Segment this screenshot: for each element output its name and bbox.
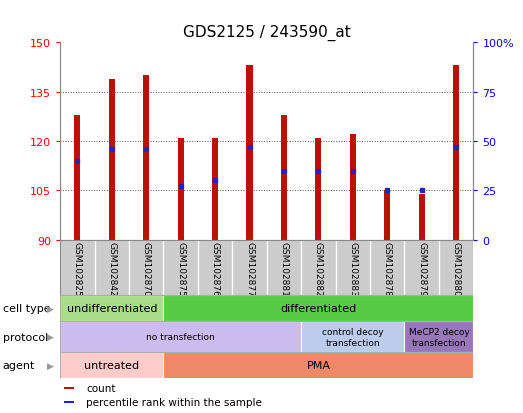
- Bar: [267, 240, 301, 296]
- Bar: [315, 138, 322, 240]
- Bar: [418, 194, 425, 240]
- Text: GSM102877: GSM102877: [245, 242, 254, 297]
- Text: no transfection: no transfection: [146, 332, 215, 341]
- Bar: [60, 352, 163, 378]
- Text: GSM102870: GSM102870: [142, 242, 151, 297]
- Bar: [198, 240, 232, 296]
- Text: GSM102825: GSM102825: [73, 242, 82, 296]
- Bar: [74, 116, 81, 240]
- Bar: [212, 138, 218, 240]
- Bar: [60, 240, 95, 296]
- Text: GSM102882: GSM102882: [314, 242, 323, 296]
- Text: GSM102875: GSM102875: [176, 242, 185, 297]
- Bar: [404, 240, 439, 296]
- Text: percentile rank within the sample: percentile rank within the sample: [86, 397, 263, 408]
- Title: GDS2125 / 243590_at: GDS2125 / 243590_at: [183, 24, 350, 40]
- Text: MeCP2 decoy
transfection: MeCP2 decoy transfection: [408, 327, 469, 347]
- Bar: [384, 191, 390, 240]
- Bar: [404, 321, 473, 352]
- Text: GSM102880: GSM102880: [451, 242, 461, 297]
- Bar: [301, 321, 404, 352]
- Text: ▶: ▶: [47, 332, 54, 341]
- Bar: [177, 138, 184, 240]
- Text: GSM102881: GSM102881: [279, 242, 289, 297]
- Text: differentiated: differentiated: [280, 304, 357, 313]
- Bar: [163, 296, 473, 321]
- Bar: [64, 401, 74, 404]
- Bar: [232, 240, 267, 296]
- Bar: [350, 135, 356, 240]
- Bar: [370, 240, 404, 296]
- Bar: [163, 240, 198, 296]
- Text: count: count: [86, 383, 116, 393]
- Bar: [163, 352, 473, 378]
- Bar: [439, 240, 473, 296]
- Bar: [109, 79, 115, 240]
- Bar: [129, 240, 163, 296]
- Text: control decoy
transfection: control decoy transfection: [322, 327, 383, 347]
- Text: ▶: ▶: [47, 304, 54, 313]
- Bar: [60, 321, 301, 352]
- Text: protocol: protocol: [3, 332, 48, 342]
- Text: ▶: ▶: [47, 361, 54, 370]
- Bar: [453, 66, 459, 240]
- Text: GSM102876: GSM102876: [211, 242, 220, 297]
- Bar: [64, 387, 74, 389]
- Text: undifferentiated: undifferentiated: [66, 304, 157, 313]
- Text: PMA: PMA: [306, 360, 331, 370]
- Text: agent: agent: [3, 360, 35, 370]
- Bar: [281, 116, 287, 240]
- Text: GSM102879: GSM102879: [417, 242, 426, 297]
- Text: cell type: cell type: [3, 304, 50, 313]
- Text: GSM102878: GSM102878: [383, 242, 392, 297]
- Bar: [301, 240, 336, 296]
- Text: untreated: untreated: [84, 360, 139, 370]
- Text: GSM102842: GSM102842: [107, 242, 116, 296]
- Text: GSM102883: GSM102883: [348, 242, 357, 297]
- Bar: [60, 296, 163, 321]
- Bar: [143, 76, 150, 240]
- Bar: [336, 240, 370, 296]
- Bar: [95, 240, 129, 296]
- Bar: [246, 66, 253, 240]
